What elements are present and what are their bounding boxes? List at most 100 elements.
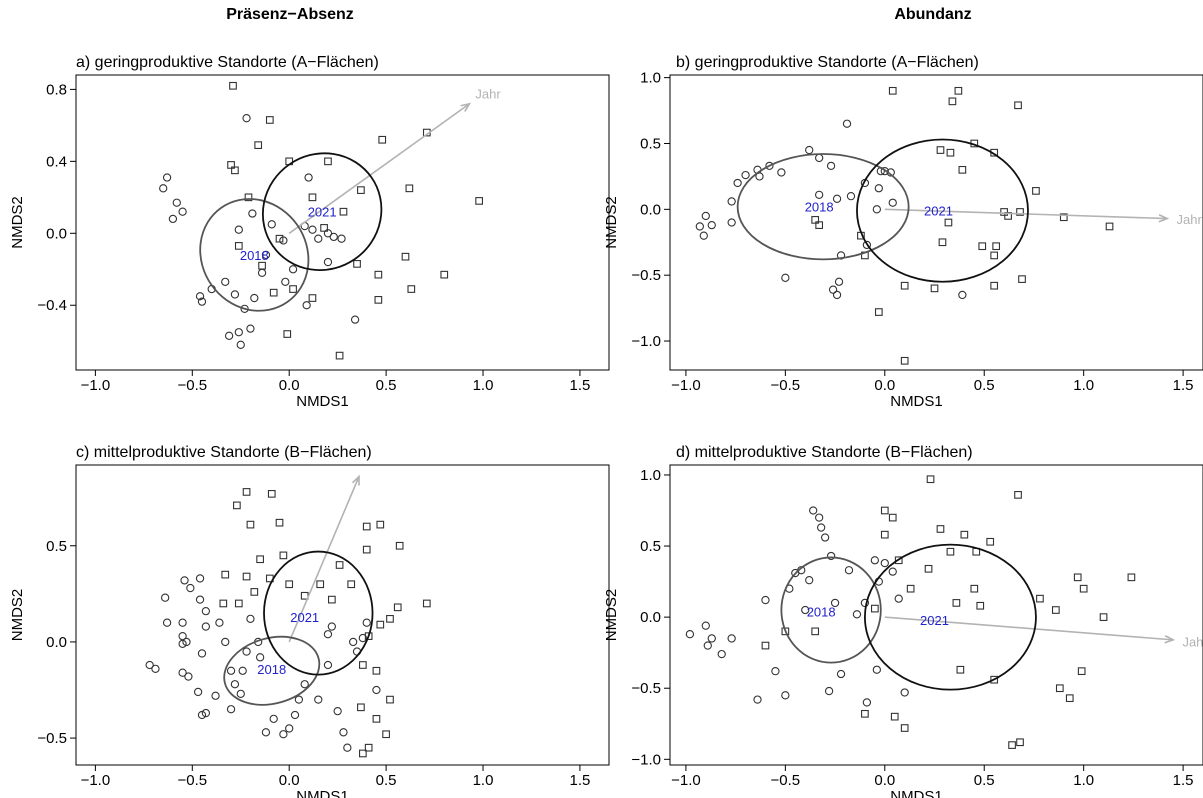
point-2018 <box>248 209 257 218</box>
point-2018 <box>304 173 313 182</box>
point-2018 <box>162 618 172 627</box>
point-2021 <box>874 308 883 316</box>
point-2018 <box>226 666 236 675</box>
centroid-label-2018: 2018 <box>240 248 269 263</box>
y-tick-label: −1.0 <box>631 333 661 350</box>
point-2018 <box>701 211 710 221</box>
panel-c: c) mittelproduktive Standorte (B−Flächen… <box>9 444 610 798</box>
point-2021 <box>320 224 328 232</box>
x-tick-label: 1.0 <box>473 377 494 394</box>
point-2021 <box>890 712 899 721</box>
point-2018 <box>894 594 903 603</box>
point-2021 <box>440 270 449 279</box>
point-2021 <box>242 488 251 496</box>
vector-jahr-line <box>884 208 1168 220</box>
ellipse-2021 <box>261 152 383 272</box>
plot-area: Jahr 2018 2021 <box>159 81 501 360</box>
panel-c-title: c) mittelproduktive Standorte (B−Flächen… <box>76 444 372 461</box>
x-tick-label: 0.5 <box>376 772 397 789</box>
point-2018 <box>699 231 708 240</box>
point-2021 <box>1059 213 1068 222</box>
point-2018 <box>707 220 716 230</box>
point-2021 <box>992 242 1001 251</box>
centroid-label-2018: 2018 <box>257 662 286 677</box>
point-2021 <box>275 518 284 527</box>
x-tick-label: 1.0 <box>473 772 494 789</box>
y-axis-label: NMDS2 <box>603 196 620 249</box>
point-2021 <box>267 489 276 498</box>
point-2018 <box>685 630 695 639</box>
y-tick-label: 0.0 <box>46 634 67 651</box>
point-2021 <box>1000 208 1008 216</box>
plot-area: Jahr 2018 2021 <box>685 475 1203 749</box>
point-2021 <box>374 295 383 304</box>
ellipse-2021 <box>864 543 1037 691</box>
point-2021 <box>948 97 957 106</box>
point-2018 <box>888 198 897 207</box>
point-2021 <box>475 197 483 205</box>
point-2021 <box>335 351 344 360</box>
point-2018 <box>872 665 881 674</box>
point-2018 <box>261 728 271 737</box>
x-tick-label: −0.5 <box>771 772 801 789</box>
point-2021 <box>364 632 373 641</box>
point-2021 <box>254 141 263 150</box>
point-2018 <box>781 273 790 282</box>
point-2018 <box>168 214 178 224</box>
point-2021 <box>958 165 967 174</box>
point-2018 <box>830 598 840 608</box>
point-2018 <box>781 691 790 700</box>
vector-jahr-label: Jahr <box>1177 212 1203 227</box>
point-2018 <box>343 743 352 752</box>
y-tick-label: 0.4 <box>46 153 67 170</box>
point-2021 <box>888 86 897 95</box>
vector-jahr-arrowhead <box>1158 214 1170 223</box>
point-2021 <box>946 547 955 556</box>
point-2018 <box>765 161 774 171</box>
point-2021 <box>1079 584 1088 593</box>
point-2018 <box>717 649 726 659</box>
point-2021 <box>353 260 361 268</box>
point-2021 <box>811 216 820 224</box>
point-2018 <box>805 576 814 585</box>
point-2021 <box>880 530 889 539</box>
point-2018 <box>826 161 836 171</box>
vector-jahr-arrowhead <box>1164 635 1176 644</box>
point-2018 <box>236 340 245 349</box>
x-tick-label: 1.5 <box>569 377 590 394</box>
point-2021 <box>227 161 235 169</box>
point-2021 <box>393 603 402 612</box>
ellipse-2018 <box>780 556 882 664</box>
point-2021 <box>930 284 939 293</box>
point-2021 <box>1014 101 1022 110</box>
y-axis-label: NMDS2 <box>9 196 26 249</box>
y-tick-label: −0.5 <box>631 680 661 697</box>
centroid-label-2018: 2018 <box>807 604 836 619</box>
point-2018 <box>362 618 371 627</box>
vector-jahr-arrowhead <box>351 474 360 486</box>
point-2018 <box>707 634 716 643</box>
plot-area: Jahr 2018 2021 <box>695 86 1203 365</box>
point-2018 <box>162 173 172 182</box>
point-2021 <box>357 186 365 194</box>
point-2021 <box>279 551 288 560</box>
point-2021 <box>900 356 909 365</box>
point-2021 <box>1016 738 1024 747</box>
point-2018 <box>703 641 712 650</box>
point-2018 <box>862 240 872 250</box>
point-2018 <box>816 523 826 532</box>
point-2018 <box>195 292 205 301</box>
vector-jahr-arrowhead <box>460 102 472 112</box>
y-tick-label: 0.0 <box>46 225 67 242</box>
point-2021 <box>250 588 259 596</box>
point-2021 <box>335 561 344 569</box>
point-2018 <box>733 178 742 188</box>
point-2018 <box>339 728 348 737</box>
point-2018 <box>197 710 207 720</box>
ellipse-2018 <box>736 153 910 261</box>
point-2018 <box>246 614 255 623</box>
point-2018 <box>755 172 764 181</box>
vector-jahr-label: Jahr <box>1182 634 1203 649</box>
point-2021 <box>1032 187 1040 195</box>
point-2018 <box>300 680 309 689</box>
